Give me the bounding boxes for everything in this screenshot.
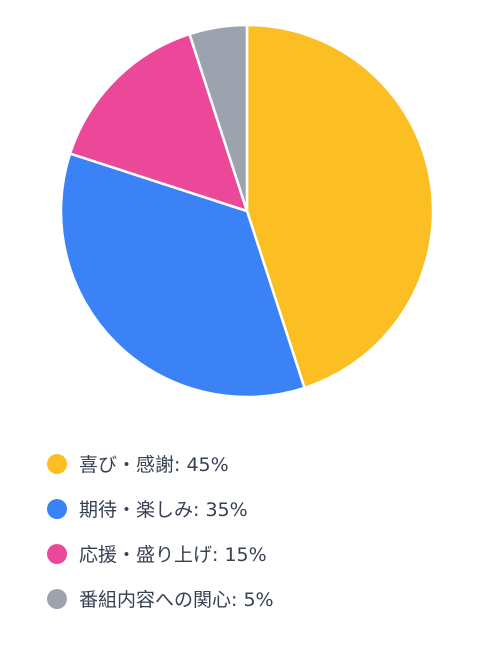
legend-label: 期待・楽しみ: 35% — [79, 499, 248, 521]
legend-item-program-interest[interactable]: 番組内容への関心: 5% — [47, 576, 274, 621]
legend-item-anticipation-fun[interactable]: 期待・楽しみ: 35% — [47, 486, 274, 531]
legend-label: 喜び・感謝: 45% — [79, 454, 229, 476]
pie-slice-program-interest[interactable] — [188, 23, 249, 213]
legend-item-joy-gratitude[interactable]: 喜び・感謝: 45% — [47, 441, 274, 486]
legend-swatch — [47, 498, 67, 519]
legend-label: 応援・盛り上げ: 15% — [79, 544, 267, 566]
legend-swatch — [47, 543, 67, 564]
legend-swatch — [47, 588, 67, 609]
legend-swatch — [47, 453, 67, 474]
legend-label: 番組内容への関心: 5% — [79, 589, 274, 611]
pie-slice-anticipation-fun[interactable] — [59, 152, 306, 399]
chart-legend: 喜び・感謝: 45% 期待・楽しみ: 35% 応援・盛り上げ: 15% 番組内容… — [47, 441, 274, 621]
pie-chart — [59, 23, 435, 399]
pie-slice-joy-gratitude[interactable] — [245, 23, 435, 390]
legend-item-support-cheering[interactable]: 応援・盛り上げ: 15% — [47, 531, 274, 576]
